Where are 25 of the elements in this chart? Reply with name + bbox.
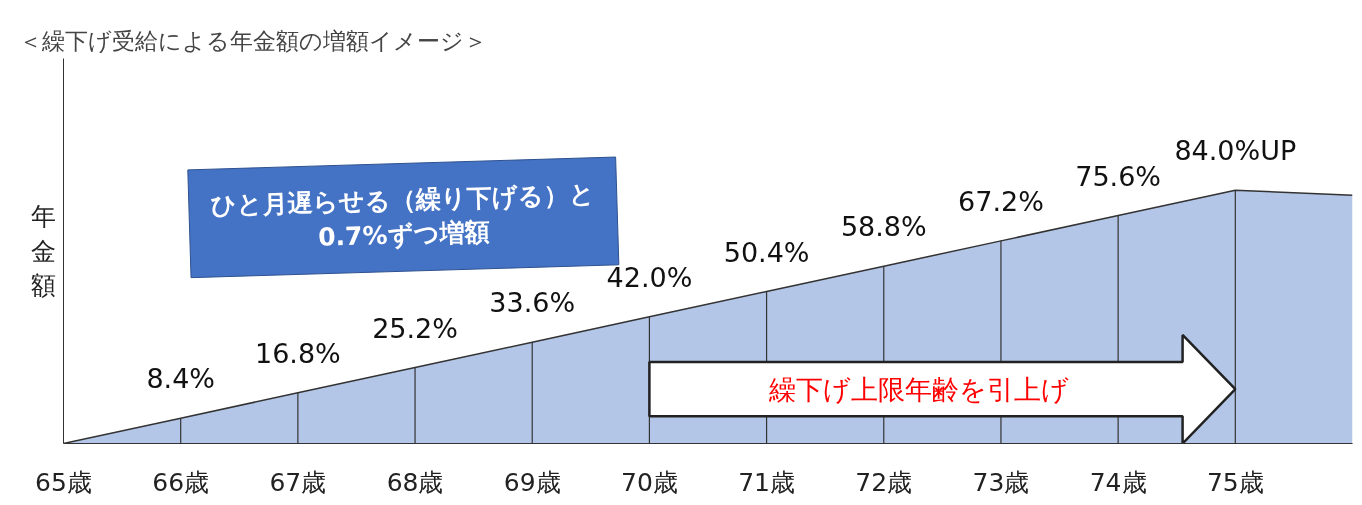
text: 50.4% [723,236,810,268]
x-tick-label: 75歳 [1206,467,1264,497]
text: 75.6% [1075,160,1162,192]
text: 84.0%UP [1174,135,1297,167]
text: 16.8% [254,337,341,369]
text: 42.0% [606,261,693,293]
x-tick-label: 70歳 [621,467,678,497]
x-tick-label: 71歳 [738,467,795,497]
x-tick-label: 66歳 [152,467,210,497]
text: 33.6% [489,287,576,319]
annotation: ひと月遅らせる（繰り下げる）と 0.7%ずつ増額 [210,179,596,252]
text: 25.2% [372,312,458,344]
x-tick-label: 69歳 [503,467,561,497]
x-tick-label: 74歳 [1089,467,1147,497]
annotation: 繰下げ上限年齢を引上げ [767,373,1069,405]
x-tick-label: 73歳 [972,467,1030,497]
text: 67.2% [958,185,1044,217]
text: 58.8% [840,211,927,243]
x-tick-label: 72歳 [855,467,913,497]
x-tick-label: 65歳 [35,467,92,497]
x-tick-label: 67歳 [269,467,327,497]
x-tick-label: 68歳 [386,467,444,497]
chart-title: ＜繰下げ受給による年金額の増額イメージ＞ [18,27,487,54]
y-axis-title: 年金額 [30,201,56,301]
text: 8.4% [146,363,215,395]
